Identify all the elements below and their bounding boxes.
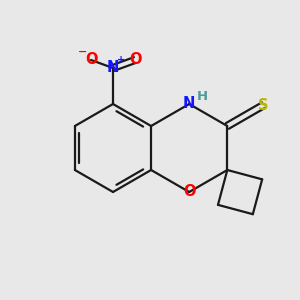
Text: N: N xyxy=(183,97,195,112)
Text: H: H xyxy=(196,89,208,103)
Text: O: O xyxy=(129,52,141,68)
Text: +: + xyxy=(117,55,125,65)
Text: S: S xyxy=(258,98,269,112)
Text: −: − xyxy=(78,47,88,57)
Text: N: N xyxy=(107,61,119,76)
Text: O: O xyxy=(183,184,196,200)
Text: O: O xyxy=(85,52,97,68)
